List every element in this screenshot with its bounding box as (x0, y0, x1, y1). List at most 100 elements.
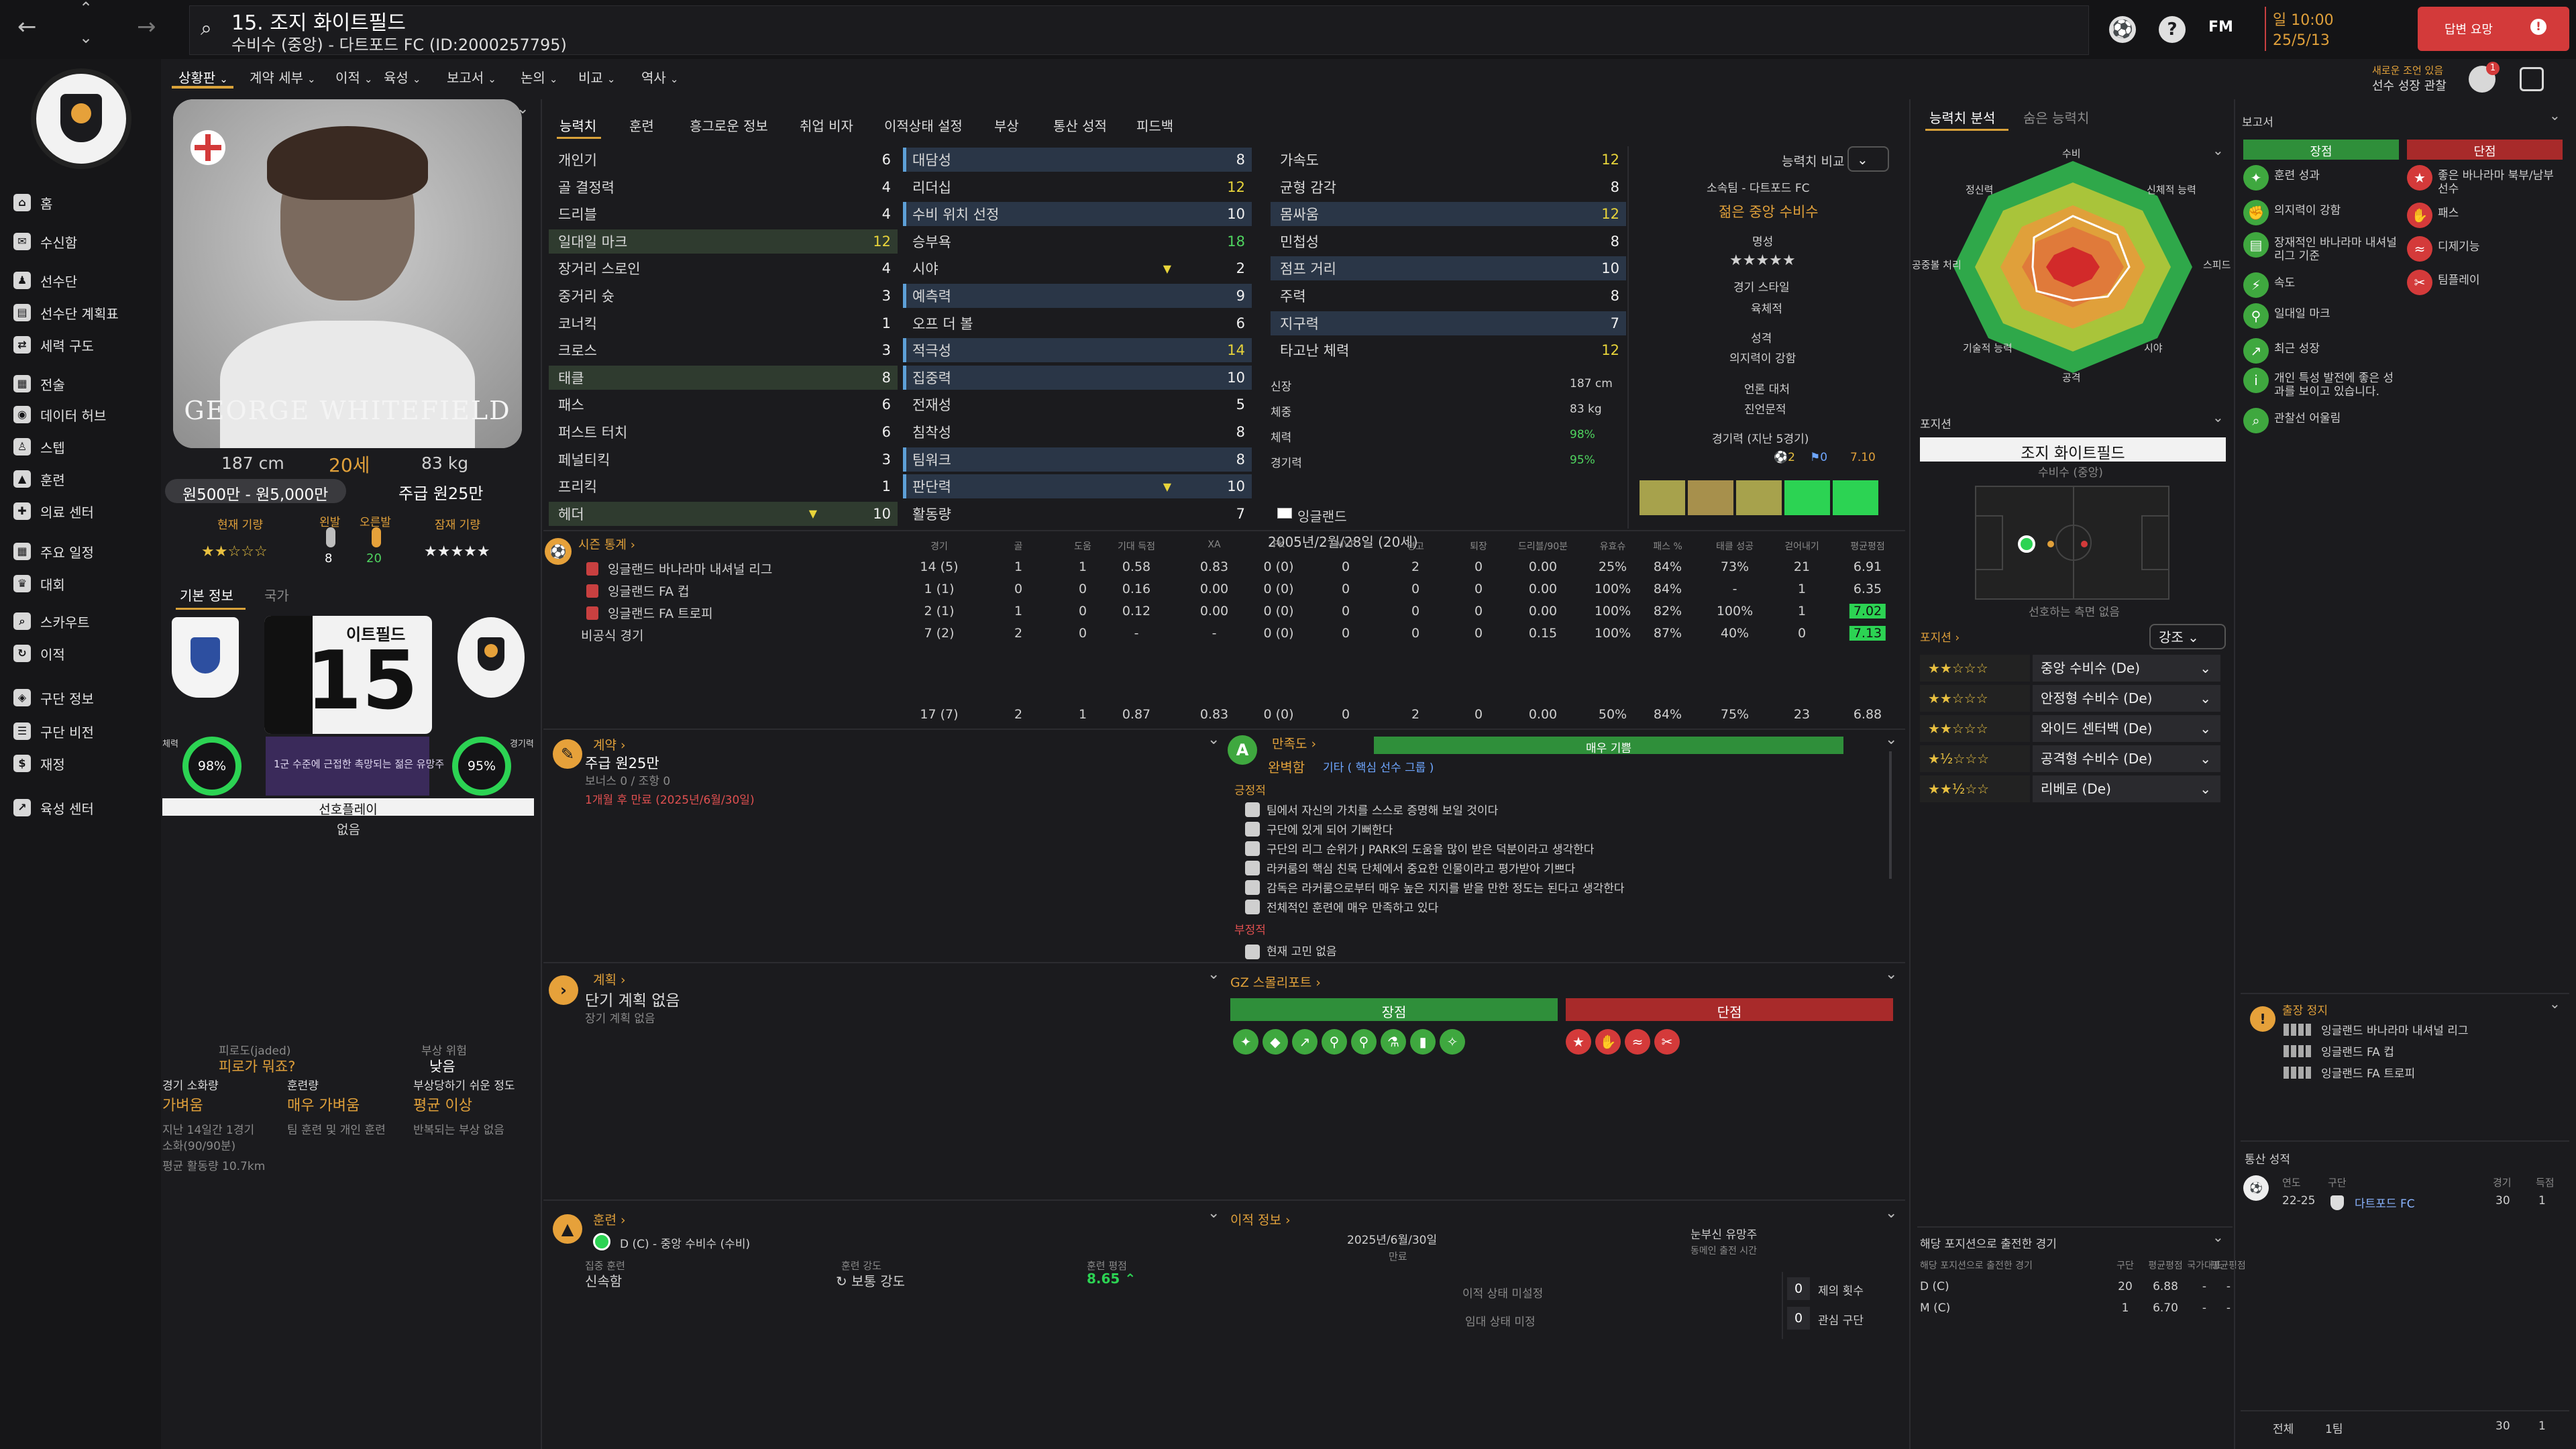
pass-icon[interactable]: ≈ (1625, 1029, 1650, 1055)
top-tab-1[interactable]: 계약 세부 ⌄ (250, 70, 316, 86)
down-arrow-icon[interactable]: ⌄ (79, 28, 93, 47)
attribute-row[interactable]: 몸싸움 12 (1271, 202, 1626, 227)
top-tab-7[interactable]: 역사 ⌄ (641, 70, 679, 86)
attribute-row[interactable]: 활동량 7 (903, 502, 1252, 526)
attribute-row[interactable]: 태클 8 (549, 365, 898, 390)
sidebar-item-0[interactable]: ⌂ 홈 (13, 191, 52, 215)
sidebar-item-9[interactable]: ✚ 의료 센터 (13, 499, 94, 523)
sidebar-item-6[interactable]: ◉ 데이터 허브 (13, 402, 106, 427)
attribute-row[interactable]: 민첩성 8 (1271, 229, 1626, 254)
tab-attribute-analysis[interactable]: 능력치 분석 (1929, 110, 1996, 126)
sidebar-item-13[interactable]: ↻ 이적 (13, 641, 65, 665)
happiness-collapse-icon[interactable]: ⌄ (1885, 731, 1898, 748)
plan-collapse-icon[interactable]: ⌄ (1208, 966, 1220, 983)
plan-title[interactable]: 계획 › (593, 973, 626, 987)
sidebar-item-4[interactable]: ⇄ 세력 구도 (13, 333, 94, 357)
sidebar-item-16[interactable]: $ 재정 (13, 751, 65, 775)
stats-competition[interactable]: 비공식 경기 (581, 629, 644, 643)
transfer-collapse-icon[interactable]: ⌄ (1885, 1205, 1898, 1222)
stats-competition[interactable]: 잉글랜드 바나라마 내셔널 리그 (608, 562, 773, 577)
transfer-title[interactable]: 이적 정보 › (1230, 1213, 1291, 1228)
happiness-title[interactable]: 만족도 › (1272, 737, 1317, 751)
gz-collapse-icon[interactable]: ⌄ (1885, 966, 1898, 983)
sidebar-item-2[interactable]: ♟ 선수단 (13, 268, 77, 292)
continue-button[interactable]: 답변 요망 ! (2418, 7, 2569, 51)
attribute-row[interactable]: 프리킥 1 (549, 474, 898, 498)
form-bar[interactable] (1640, 480, 1685, 515)
apps-collapse-icon[interactable]: ⌄ (2212, 1229, 2224, 1245)
attribute-row[interactable]: 승부욕 18 (903, 229, 1252, 254)
sidebar-item-8[interactable]: ▲ 훈련 (13, 467, 65, 491)
sidebar-item-14[interactable]: ◈ 구단 정보 (13, 686, 94, 710)
sidebar-item-12[interactable]: ⌕ 스카우트 (13, 609, 90, 633)
attribute-row[interactable]: 집중력 10 (903, 365, 1252, 390)
collapse-icon[interactable]: ⌄ (517, 101, 529, 117)
attr-tab-4[interactable]: 이적상태 설정 (884, 118, 963, 134)
attribute-row[interactable]: 골 결정력 4 (549, 175, 898, 199)
tab-hidden-attributes[interactable]: 숨은 능력치 (2023, 110, 2090, 126)
attribute-row[interactable]: 수비 위치 선정 10 (903, 202, 1252, 227)
advisor-icon[interactable]: 1 (2469, 62, 2500, 93)
attribute-row[interactable]: 가속도 12 (1271, 148, 1626, 172)
top-tab-4[interactable]: 보고서 ⌄ (447, 70, 496, 86)
attribute-row[interactable]: 헤더 ▼ 10 (549, 501, 898, 526)
help-icon[interactable]: ? (2159, 16, 2186, 43)
attribute-row[interactable]: 대담성 8 (903, 148, 1252, 172)
sidebar-item-17[interactable]: ↗ 육성 센터 (13, 796, 94, 820)
contract-title[interactable]: 계약 › (593, 738, 626, 753)
title-search-box[interactable]: ⌕ 15. 조지 화이트필드 수비수 (중앙) - 다트포드 FC (ID:20… (189, 5, 2089, 55)
form-bar[interactable] (1833, 480, 1878, 515)
attribute-row[interactable]: 팀워크 8 (903, 447, 1252, 472)
sidebar-item-10[interactable]: ▦ 주요 일정 (13, 539, 94, 564)
attribute-row[interactable]: 시야 ▼ 2 (903, 256, 1252, 280)
shield-icon[interactable]: ◆ (1263, 1029, 1288, 1055)
layout-icon[interactable] (2520, 67, 2544, 91)
training-title[interactable]: 훈련 › (593, 1213, 626, 1228)
up-arrow-icon[interactable]: ⌃ (79, 0, 93, 17)
boot-icon[interactable]: ⚲ (1351, 1029, 1377, 1055)
form-bar[interactable] (1784, 480, 1830, 515)
attribute-row[interactable]: 균형 감각 8 (1271, 175, 1626, 199)
attr-tab-3[interactable]: 취업 비자 (800, 118, 853, 134)
attribute-row[interactable]: 리더십 12 (903, 175, 1252, 199)
gz-report-title[interactable]: GZ 스몰리포트 › (1230, 975, 1321, 990)
position-role-dropdown[interactable]: 리베로 (De) ⌄ (2033, 775, 2220, 802)
compare-dropdown[interactable]: ⌄ (1847, 146, 1889, 172)
notice-line2[interactable]: 선수 성장 관찰 (2372, 79, 2447, 93)
attr-tab-6[interactable]: 통산 성적 (1053, 118, 1107, 134)
attribute-row[interactable]: 장거리 스로인 4 (549, 256, 898, 280)
attr-tab-5[interactable]: 부상 (994, 118, 1019, 134)
contract-collapse-icon[interactable]: ⌄ (1208, 731, 1220, 748)
attribute-row[interactable]: 적극성 14 (903, 338, 1252, 363)
attribute-row[interactable]: 크로스 3 (549, 338, 898, 362)
top-tab-6[interactable]: 비교 ⌄ (578, 70, 616, 86)
attribute-row[interactable]: 예측력 9 (903, 284, 1252, 308)
position-role-dropdown[interactable]: 공격형 수비수 (De) ⌄ (2033, 745, 2220, 772)
top-tab-5[interactable]: 논의 ⌄ (521, 70, 558, 86)
attribute-row[interactable]: 판단력 ▼ 10 (903, 474, 1252, 499)
whistle-icon[interactable]: ✧ (1440, 1029, 1465, 1055)
attribute-row[interactable]: 주력 8 (1271, 284, 1626, 308)
stats-competition[interactable]: 잉글랜드 FA 트로피 (608, 606, 713, 621)
highlight-dropdown[interactable]: 강조 ⌄ (2149, 624, 2226, 649)
attr-tab-1[interactable]: 훈련 (629, 118, 654, 134)
position-collapse-icon[interactable]: ⌄ (2212, 409, 2224, 425)
attr-tab-0[interactable]: 능력치 (559, 118, 597, 134)
tab-basic-info[interactable]: 기본 정보 (180, 588, 233, 604)
trophy-icon[interactable]: ✦ (1233, 1029, 1258, 1055)
attribute-row[interactable]: 패스 6 (549, 392, 898, 417)
attribute-row[interactable]: 일대일 마크 12 (549, 229, 898, 254)
sidebar-item-5[interactable]: ▦ 전술 (13, 372, 65, 396)
analysis-collapse-icon[interactable]: ⌄ (2212, 142, 2224, 158)
attribute-row[interactable]: 전재성 5 (903, 392, 1252, 417)
happiness-scrollbar[interactable] (1889, 751, 1892, 879)
sidebar-item-7[interactable]: ♙ 스텝 (13, 435, 65, 459)
sidebar-item-11[interactable]: ♛ 대회 (13, 572, 65, 596)
boot-icon[interactable]: ⚲ (1322, 1029, 1347, 1055)
attribute-row[interactable]: 중거리 슛 3 (549, 284, 898, 308)
top-tab-3[interactable]: 육성 ⌄ (384, 70, 421, 86)
ball-icon[interactable]: ⚽ (2109, 16, 2136, 43)
flask-icon[interactable]: ⚗ (1381, 1029, 1406, 1055)
hands-icon[interactable]: ✋ (1595, 1029, 1621, 1055)
bars-icon[interactable]: ▮ (1410, 1029, 1436, 1055)
